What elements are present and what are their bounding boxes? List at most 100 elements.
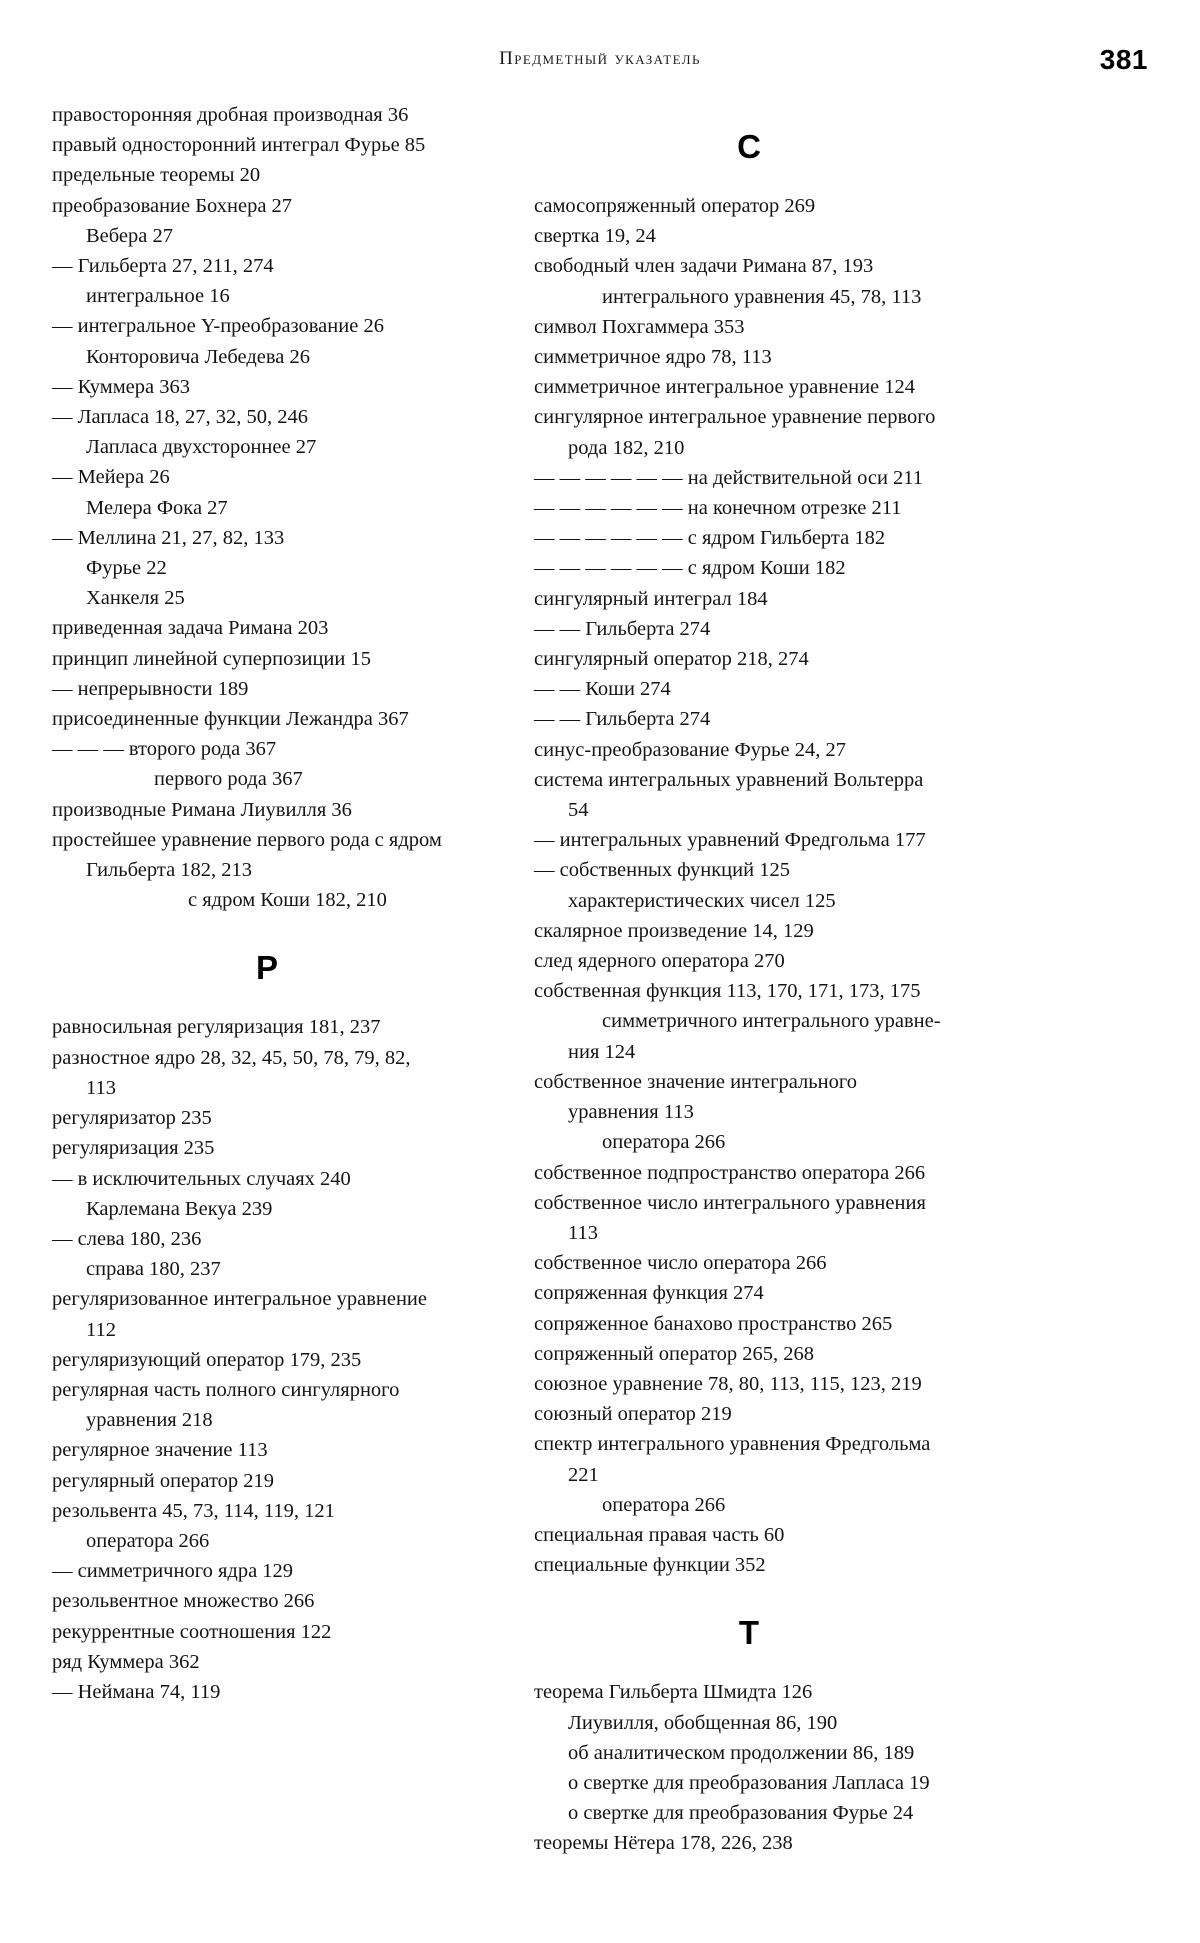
index-entry: союзный оператор 219 — [534, 1399, 964, 1429]
index-entry: 113 — [52, 1073, 482, 1103]
index-entry: — — Гильберта 274 — [534, 614, 964, 644]
left-entries-r: равносильная регуляризация 181, 237разно… — [52, 1012, 482, 1707]
index-entry: — — Коши 274 — [534, 674, 964, 704]
index-entry: интегрального уравнения 45, 78, 113 — [534, 282, 964, 312]
index-entry: регуляризующий оператор 179, 235 — [52, 1345, 482, 1375]
index-entry: справа 180, 237 — [52, 1254, 482, 1284]
index-entry: специальная правая часть 60 — [534, 1520, 964, 1550]
index-entry: Гильберта 182, 213 — [52, 855, 482, 885]
running-head: Предметный указатель 381 — [52, 44, 1148, 78]
index-entry: теорема Гильберта Шмидта 126 — [534, 1677, 964, 1707]
index-entry: регулярная часть полного сингулярного — [52, 1375, 482, 1405]
index-entry: собственная функция 113, 170, 171, 173, … — [534, 976, 964, 1006]
left-entries-top: правосторонняя дробная производная 36пра… — [52, 100, 482, 915]
index-entry: предельные теоремы 20 — [52, 160, 482, 190]
index-entry: — слева 180, 236 — [52, 1224, 482, 1254]
right-entries-s: самосопряженный оператор 269свертка 19, … — [534, 191, 964, 1580]
index-entry: — — — — — — с ядром Гильберта 182 — [534, 523, 964, 553]
index-entry: — в исключительных случаях 240 — [52, 1164, 482, 1194]
index-entry: — симметричного ядра 129 — [52, 1556, 482, 1586]
index-entry: собственное значение интегрального — [534, 1067, 964, 1097]
index-entry: — Лапласа 18, 27, 32, 50, 246 — [52, 402, 482, 432]
index-entry: рода 182, 210 — [534, 433, 964, 463]
page-number: 381 — [1100, 44, 1148, 76]
index-entry: регулярное значение 113 — [52, 1435, 482, 1465]
index-entry: — — Гильберта 274 — [534, 704, 964, 734]
index-entry: резольвента 45, 73, 114, 119, 121 — [52, 1496, 482, 1526]
index-entry: союзное уравнение 78, 80, 113, 115, 123,… — [534, 1369, 964, 1399]
index-entry: — Неймана 74, 119 — [52, 1677, 482, 1707]
index-entry: об аналитическом продолжении 86, 189 — [534, 1738, 964, 1768]
index-entry: Лиувилля, обобщенная 86, 190 — [534, 1708, 964, 1738]
index-columns: правосторонняя дробная производная 36пра… — [52, 100, 1148, 1859]
index-entry: характеристических чисел 125 — [534, 886, 964, 916]
index-entry: 221 — [534, 1460, 964, 1490]
index-entry: о свертке для преобразования Фурье 24 — [534, 1798, 964, 1828]
index-entry: собственное подпространство оператора 26… — [534, 1158, 964, 1188]
index-entry: система интегральных уравнений Вольтерра — [534, 765, 964, 795]
index-entry: сопряженная функция 274 — [534, 1278, 964, 1308]
index-entry: — Мейера 26 — [52, 462, 482, 492]
index-entry: правосторонняя дробная производная 36 — [52, 100, 482, 130]
index-entry: сингулярный оператор 218, 274 — [534, 644, 964, 674]
index-entry: Фурье 22 — [52, 553, 482, 583]
index-entry: спектр интегрального уравнения Фредгольм… — [534, 1429, 964, 1459]
index-entry: — Куммера 363 — [52, 372, 482, 402]
index-entry: симметричного интегрального уравне- — [534, 1006, 964, 1036]
index-entry: — — — второго рода 367 — [52, 734, 482, 764]
index-entry: — — — — — — на действительной оси 211 — [534, 463, 964, 493]
index-entry: сопряженное банахово пространство 265 — [534, 1309, 964, 1339]
index-entry: свободный член задачи Римана 87, 193 — [534, 251, 964, 281]
index-entry: производные Римана Лиувилля 36 — [52, 795, 482, 825]
index-entry: простейшее уравнение первого рода с ядро… — [52, 825, 482, 855]
index-entry: синус-преобразование Фурье 24, 27 — [534, 735, 964, 765]
index-entry: — Меллина 21, 27, 82, 133 — [52, 523, 482, 553]
index-entry: сопряженный оператор 265, 268 — [534, 1339, 964, 1369]
index-entry: оператора 266 — [52, 1526, 482, 1556]
section-letter-t: Т — [534, 1616, 964, 1649]
index-entry: Вебера 27 — [52, 221, 482, 251]
index-entry: принцип линейной суперпозиции 15 — [52, 644, 482, 674]
right-column: С самосопряженный оператор 269свертка 19… — [534, 100, 964, 1859]
index-entry: символ Похгаммера 353 — [534, 312, 964, 342]
right-entries-t: теорема Гильберта Шмидта 126Лиувилля, об… — [534, 1677, 964, 1858]
index-entry: Мелера Фока 27 — [52, 493, 482, 523]
index-entry: регулярный оператор 219 — [52, 1466, 482, 1496]
index-entry: приведенная задача Римана 203 — [52, 613, 482, 643]
index-entry: регуляризатор 235 — [52, 1103, 482, 1133]
index-entry: свертка 19, 24 — [534, 221, 964, 251]
index-entry: равносильная регуляризация 181, 237 — [52, 1012, 482, 1042]
index-entry: резольвентное множество 266 — [52, 1586, 482, 1616]
index-entry: интегральное 16 — [52, 281, 482, 311]
index-entry: — — — — — — с ядром Коши 182 — [534, 553, 964, 583]
index-entry: 113 — [534, 1218, 964, 1248]
index-entry: оператора 266 — [534, 1490, 964, 1520]
index-entry: уравнения 113 — [534, 1097, 964, 1127]
index-entry: присоединенные функции Лежандра 367 — [52, 704, 482, 734]
index-entry: собственное число интегрального уравнени… — [534, 1188, 964, 1218]
index-entry: Карлемана Векуа 239 — [52, 1194, 482, 1224]
index-entry: 112 — [52, 1315, 482, 1345]
index-entry: — интегральных уравнений Фредгольма 177 — [534, 825, 964, 855]
index-entry: теоремы Нётера 178, 226, 238 — [534, 1828, 964, 1858]
index-entry: — непрерывности 189 — [52, 674, 482, 704]
index-entry: самосопряженный оператор 269 — [534, 191, 964, 221]
running-head-title: Предметный указатель — [52, 48, 1148, 70]
section-letter-r: Р — [52, 951, 482, 984]
index-entry: разностное ядро 28, 32, 45, 50, 78, 79, … — [52, 1043, 482, 1073]
index-entry: — собственных функций 125 — [534, 855, 964, 885]
index-page: Предметный указатель 381 правосторонняя … — [0, 0, 1200, 1943]
section-letter-s: С — [534, 130, 964, 163]
index-entry: — интегральное Y-преобразование 26 — [52, 311, 482, 341]
index-entry: правый односторонний интеграл Фурье 85 — [52, 130, 482, 160]
index-entry: — Гильберта 27, 211, 274 — [52, 251, 482, 281]
index-entry: ряд Куммера 362 — [52, 1647, 482, 1677]
index-entry: Лапласа двухстороннее 27 — [52, 432, 482, 462]
index-entry: скалярное произведение 14, 129 — [534, 916, 964, 946]
index-entry: регуляризация 235 — [52, 1133, 482, 1163]
index-entry: симметричное ядро 78, 113 — [534, 342, 964, 372]
index-entry: первого рода 367 — [52, 764, 482, 794]
index-entry: уравнения 218 — [52, 1405, 482, 1435]
index-entry: о свертке для преобразования Лапласа 19 — [534, 1768, 964, 1798]
index-entry: преобразование Бохнера 27 — [52, 191, 482, 221]
